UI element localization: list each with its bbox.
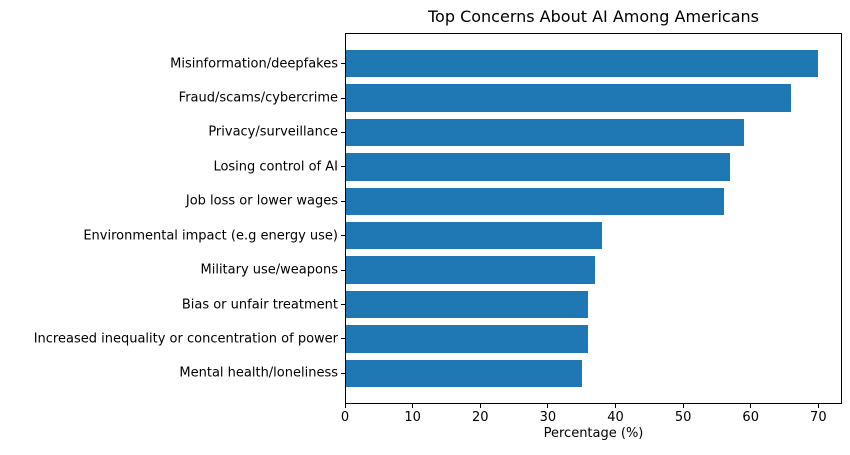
y-tick-label-military-use-weapons: Military use/weapons — [200, 262, 339, 278]
chart-title: Top Concerns About AI Among Americans — [427, 7, 759, 26]
y-tick-label-losing-control-of-ai: Losing control of AI — [213, 159, 338, 175]
bar-bias-or-unfair-treatment — [345, 290, 589, 319]
bar-military-use-weapons — [345, 256, 596, 284]
x-tick-label-30: 30 — [539, 410, 557, 425]
bar-increased-inequality-or-concentration-of-power — [345, 325, 589, 353]
y-tick-mark — [341, 269, 345, 271]
y-tick-label-job-loss-or-lower-wages: Job loss or lower wages — [185, 193, 338, 209]
y-tick-label-privacy-surveillance: Privacy/surveillance — [208, 124, 338, 140]
y-tick-mark — [341, 338, 345, 340]
bar-fraud-scams-cybercrime — [345, 84, 792, 112]
x-tick-mark — [750, 404, 752, 408]
x-tick-label-70: 70 — [810, 410, 827, 425]
y-tick-label-bias-or-unfair-treatment: Bias or unfair treatment — [181, 297, 338, 313]
x-axis-label: Percentage (%) — [543, 426, 644, 441]
bar-mental-health-loneliness — [345, 359, 582, 388]
x-tick-mark — [344, 404, 346, 408]
y-tick-mark — [341, 63, 345, 65]
y-tick-mark — [341, 166, 345, 168]
y-tick-label-fraud-scams-cybercrime: Fraud/scams/cybercrime — [178, 90, 338, 106]
y-tick-mark — [341, 304, 345, 306]
x-tick-mark — [547, 404, 549, 408]
y-tick-label-misinformation-deepfakes: Misinformation/deepfakes — [170, 56, 338, 72]
x-tick-mark — [614, 404, 616, 408]
y-tick-mark — [341, 372, 345, 374]
bar-losing-control-of-ai — [345, 153, 731, 181]
y-tick-label-mental-health-loneliness: Mental health/loneliness — [179, 365, 338, 381]
x-tick-mark — [412, 404, 414, 408]
bar-job-loss-or-lower-wages — [345, 187, 724, 216]
y-tick-mark — [341, 131, 345, 133]
bar-privacy-surveillance — [345, 118, 744, 147]
bar-environmental-impact-e-g-energy-use — [345, 221, 602, 250]
plot-area — [345, 33, 842, 404]
x-tick-label-20: 20 — [471, 410, 489, 425]
bar-misinformation-deepfakes — [345, 49, 819, 78]
x-tick-label-60: 60 — [742, 410, 759, 425]
x-tick-label-40: 40 — [607, 410, 624, 425]
x-tick-mark — [682, 404, 684, 408]
y-tick-label-environmental-impact-e-g-energy-use: Environmental impact (e.g energy use) — [83, 228, 338, 244]
y-tick-label-increased-inequality-or-concentration-of-power: Increased inequality or concentration of… — [33, 331, 338, 347]
x-tick-label-0: 0 — [340, 410, 350, 425]
x-tick-mark — [817, 404, 819, 408]
y-tick-mark — [341, 97, 345, 99]
y-tick-mark — [341, 200, 345, 202]
x-tick-label-50: 50 — [674, 410, 692, 425]
x-tick-mark — [479, 404, 481, 408]
x-tick-label-10: 10 — [404, 410, 421, 425]
y-tick-mark — [341, 235, 345, 237]
